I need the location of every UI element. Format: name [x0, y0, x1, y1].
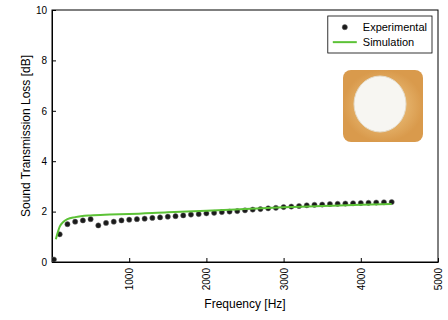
x-axis-title: Frequency [Hz]: [204, 297, 285, 311]
chart: 1000 2000 3000 4000 5000 0 2 4 6 8 10 Experimental S…: [0, 0, 448, 320]
y-tick: 2: [41, 206, 56, 217]
data-point: [173, 214, 178, 219]
y-tick-mark: [52, 262, 56, 263]
y-tick: 10: [36, 5, 56, 16]
x-tick-label: 1000: [124, 268, 135, 291]
x-tick: 5000: [433, 258, 444, 290]
legend-label: Simulation: [363, 36, 414, 48]
legend-symbol: [333, 41, 357, 43]
y-tick-label: 4: [41, 156, 47, 167]
y-tick-label: 0: [41, 257, 47, 268]
data-point: [111, 219, 116, 224]
marks: [52, 199, 394, 262]
data-point: [196, 212, 201, 217]
x-tick-label: 4000: [356, 268, 367, 291]
x-tick-mark: [206, 258, 207, 262]
y-tick: 4: [41, 156, 56, 167]
x-tick: 1000: [124, 258, 135, 290]
y-tick-label: 8: [41, 55, 47, 66]
y-tick-mark: [52, 111, 56, 112]
legend-box: [328, 16, 432, 53]
data-point: [65, 222, 70, 227]
data-point: [181, 213, 186, 218]
legend-label: Experimental: [363, 21, 427, 33]
data-point: [165, 214, 170, 219]
data-point: [80, 218, 85, 223]
y-tick: 6: [41, 106, 56, 117]
data-point: [142, 216, 147, 221]
x-tick-label: 2000: [201, 268, 212, 291]
data-point: [157, 215, 162, 220]
y-tick-mark: [52, 212, 56, 213]
photo-sample: [354, 76, 406, 132]
x-axis-line: [53, 262, 439, 263]
y-tick-label: 10: [36, 5, 48, 16]
sample-photo: [343, 70, 423, 142]
data-point: [119, 218, 124, 223]
x-tick: 4000: [356, 258, 367, 290]
legend-item: Simulation: [333, 36, 414, 48]
legend: Experimental Simulation: [328, 16, 432, 53]
plot: 1000 2000 3000 4000 5000 0 2 4 6 8 10 Experimental S…: [36, 5, 444, 291]
y-tick-label: 6: [41, 106, 47, 117]
data-point: [150, 215, 155, 220]
data-point: [188, 212, 193, 217]
y-axis: 0 2 4 6 8 10: [36, 5, 56, 268]
x-tick-mark: [438, 258, 439, 262]
y-tick-mark: [52, 60, 56, 61]
plot-frame: [52, 10, 438, 262]
x-tick: 3000: [279, 258, 290, 290]
data-point: [103, 220, 108, 225]
x-tick: 2000: [201, 258, 212, 290]
data-point: [134, 217, 139, 222]
y-tick: 0: [41, 257, 56, 268]
data-point: [88, 217, 93, 222]
x-tick-mark: [284, 258, 285, 262]
x-axis: 1000 2000 3000 4000 5000: [53, 258, 445, 290]
data-point: [96, 223, 101, 228]
series-line: [56, 204, 392, 239]
legend-item: Experimental: [342, 21, 427, 33]
legend-symbol: [342, 25, 347, 30]
data-point: [73, 219, 78, 224]
x-tick-label: 5000: [433, 268, 444, 291]
y-tick: 8: [41, 55, 56, 66]
data-point: [52, 257, 57, 262]
photo-background: [343, 70, 423, 142]
data-point: [127, 217, 132, 222]
y-tick-label: 2: [41, 206, 47, 217]
y-tick-mark: [52, 10, 56, 11]
y-axis-line: [52, 11, 53, 263]
x-tick-mark: [129, 258, 130, 262]
x-tick-mark: [361, 258, 362, 262]
y-axis-title: Sound Transmission Loss [dB]: [19, 55, 33, 217]
y-tick-mark: [52, 161, 56, 162]
x-tick-label: 3000: [279, 268, 290, 291]
